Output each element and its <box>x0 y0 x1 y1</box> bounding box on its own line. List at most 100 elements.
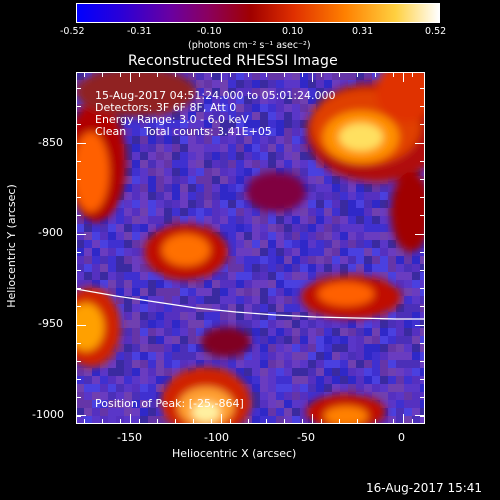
y-minor-tick <box>420 197 425 198</box>
y-minor-tick <box>76 379 81 380</box>
colorbar-unit-label: (photons cm⁻² s⁻¹ asec⁻²) <box>188 40 311 51</box>
x-minor-tick <box>375 419 376 424</box>
x-minor-tick <box>266 72 267 77</box>
x-minor-tick <box>84 419 85 424</box>
x-tick <box>312 72 313 82</box>
x-minor-tick <box>393 419 394 424</box>
method-label: Clean <box>95 125 127 138</box>
y-minor-tick <box>420 252 425 253</box>
y-minor-tick <box>76 306 81 307</box>
x-tick <box>221 72 222 82</box>
x-minor-tick <box>139 72 140 77</box>
colorbar <box>76 3 440 23</box>
x-minor-tick <box>193 419 194 424</box>
y-minor-tick <box>420 306 425 307</box>
x-minor-tick <box>339 72 340 77</box>
x-minor-tick <box>230 419 231 424</box>
y-minor-tick <box>76 197 81 198</box>
x-minor-tick <box>157 419 158 424</box>
y-tick <box>76 325 86 326</box>
energy-range-label: Energy Range: 3.0 - 6.0 keV <box>95 113 249 126</box>
footer-timestamp: 16-Aug-2017 15:41 <box>366 481 483 495</box>
x-minor-tick <box>175 72 176 77</box>
colorbar-tick-5: 0.31 <box>352 26 374 37</box>
y-tick <box>415 415 425 416</box>
y-axis-label: Heliocentric Y (arcsec) <box>5 184 18 308</box>
solar-limb-line <box>76 288 425 320</box>
emission-sources <box>76 72 425 424</box>
x-tick <box>130 72 131 82</box>
x-minor-tick <box>266 419 267 424</box>
x-tick <box>221 414 222 424</box>
y-minor-tick <box>420 397 425 398</box>
x-tick-label-4: 0 <box>398 431 405 444</box>
y-minor-tick <box>420 270 425 271</box>
y-tick-label-4: -1000 <box>32 408 64 421</box>
x-minor-tick <box>102 419 103 424</box>
x-minor-tick <box>248 419 249 424</box>
x-tick <box>130 414 131 424</box>
x-minor-tick <box>302 72 303 77</box>
x-minor-tick <box>412 419 413 424</box>
x-minor-tick <box>175 419 176 424</box>
x-minor-tick <box>84 72 85 77</box>
y-minor-tick <box>76 397 81 398</box>
y-minor-tick <box>420 124 425 125</box>
colorbar-tick-6: 0.52 <box>425 26 447 37</box>
x-minor-tick <box>211 419 212 424</box>
y-minor-tick <box>420 161 425 162</box>
y-minor-tick <box>76 106 81 107</box>
colorbar-tick-3: -0.10 <box>197 26 222 37</box>
x-minor-tick <box>321 419 322 424</box>
x-minor-tick <box>193 72 194 77</box>
x-axis-label: Heliocentric X (arcsec) <box>172 447 297 460</box>
y-minor-tick <box>420 88 425 89</box>
y-minor-tick <box>76 288 81 289</box>
y-minor-tick <box>420 288 425 289</box>
x-minor-tick <box>120 72 121 77</box>
y-tick-label-1: -850 <box>38 136 63 149</box>
colorbar-tick-1: -0.52 <box>60 26 85 37</box>
y-minor-tick <box>76 416 81 417</box>
y-minor-tick <box>76 88 81 89</box>
x-minor-tick <box>139 419 140 424</box>
y-minor-tick <box>76 161 81 162</box>
time-range-label: 15-Aug-2017 04:51:24.000 to 05:01:24.000 <box>95 89 336 102</box>
x-minor-tick <box>230 72 231 77</box>
x-minor-tick <box>157 72 158 77</box>
y-minor-tick <box>420 106 425 107</box>
plot-title: Reconstructed RHESSI Image <box>128 53 338 69</box>
x-minor-tick <box>357 419 358 424</box>
x-tick-label-3: -50 <box>297 431 315 444</box>
y-minor-tick <box>76 234 81 235</box>
y-minor-tick <box>420 343 425 344</box>
x-minor-tick <box>102 72 103 77</box>
x-minor-tick <box>302 419 303 424</box>
y-minor-tick <box>420 325 425 326</box>
rhessi-image <box>76 72 425 424</box>
y-tick <box>76 143 86 144</box>
y-minor-tick <box>76 143 81 144</box>
peak-position-label: Position of Peak: [-25,-864] <box>95 397 244 410</box>
x-minor-tick <box>211 72 212 77</box>
x-minor-tick <box>248 72 249 77</box>
x-tick <box>403 72 404 82</box>
colorbar-tick-4: 0.10 <box>282 26 304 37</box>
x-tick <box>312 414 313 424</box>
colorbar-tick-2: -0.31 <box>127 26 152 37</box>
y-minor-tick <box>76 124 81 125</box>
y-minor-tick <box>420 215 425 216</box>
x-minor-tick <box>375 72 376 77</box>
x-minor-tick <box>357 72 358 77</box>
y-minor-tick <box>420 416 425 417</box>
x-tick <box>403 414 404 424</box>
x-minor-tick <box>339 419 340 424</box>
y-minor-tick <box>76 252 81 253</box>
y-minor-tick <box>420 143 425 144</box>
total-counts-label: Total counts: 3.41E+05 <box>144 125 272 138</box>
y-minor-tick <box>76 179 81 180</box>
x-minor-tick <box>284 419 285 424</box>
x-minor-tick <box>321 72 322 77</box>
x-minor-tick <box>393 72 394 77</box>
x-minor-tick <box>412 72 413 77</box>
